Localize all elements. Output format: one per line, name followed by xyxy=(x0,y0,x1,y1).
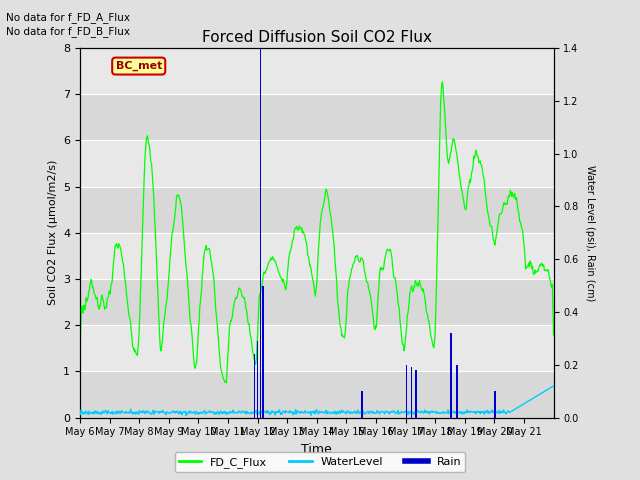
Y-axis label: Soil CO2 Flux (μmol/m2/s): Soil CO2 Flux (μmol/m2/s) xyxy=(47,160,58,305)
Y-axis label: Water Level (psi), Rain (cm): Water Level (psi), Rain (cm) xyxy=(586,165,595,301)
Bar xyxy=(80,372,554,418)
Bar xyxy=(362,391,363,418)
Bar xyxy=(416,370,417,418)
X-axis label: Time: Time xyxy=(301,443,332,456)
Bar xyxy=(410,368,412,418)
Bar xyxy=(451,333,452,418)
Bar xyxy=(406,365,407,418)
Bar xyxy=(80,187,554,233)
Bar xyxy=(263,286,264,418)
Bar xyxy=(254,354,255,418)
Text: No data for f_FD_A_Flux: No data for f_FD_A_Flux xyxy=(6,12,131,23)
Bar xyxy=(253,354,255,418)
Bar xyxy=(457,365,458,418)
Bar xyxy=(80,94,554,140)
Bar xyxy=(411,368,412,418)
Text: No data for f_FD_B_Flux: No data for f_FD_B_Flux xyxy=(6,26,131,37)
Title: Forced Diffusion Soil CO2 Flux: Forced Diffusion Soil CO2 Flux xyxy=(202,30,432,46)
Bar xyxy=(80,279,554,325)
Bar xyxy=(450,333,451,418)
Bar xyxy=(361,391,362,418)
Bar xyxy=(415,370,417,418)
Text: BC_met: BC_met xyxy=(116,61,162,71)
Bar xyxy=(260,48,261,418)
Bar xyxy=(495,391,496,418)
Legend: FD_C_Flux, WaterLevel, Rain: FD_C_Flux, WaterLevel, Rain xyxy=(175,452,465,472)
Bar xyxy=(257,341,259,418)
Bar xyxy=(257,341,258,418)
Bar xyxy=(262,286,263,418)
Bar xyxy=(456,365,457,418)
